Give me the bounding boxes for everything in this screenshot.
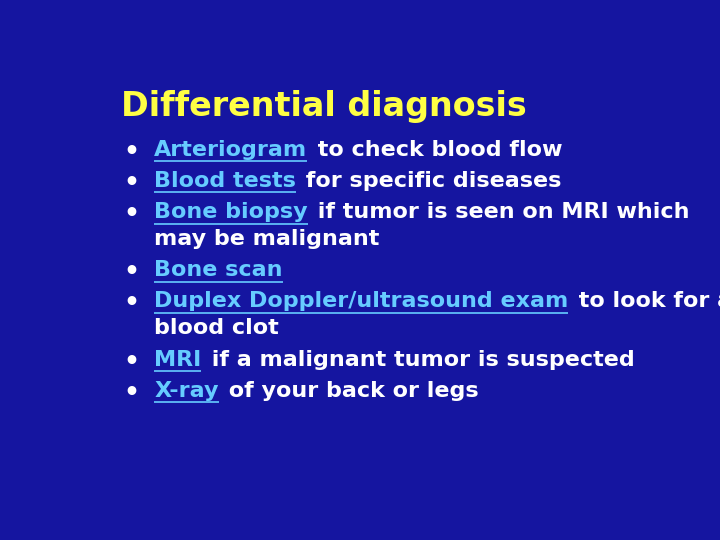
Text: Blood tests: Blood tests <box>154 171 296 191</box>
Text: •: • <box>124 349 140 374</box>
Text: •: • <box>124 202 140 226</box>
Text: blood clot: blood clot <box>154 319 279 339</box>
Text: may be malignant: may be malignant <box>154 229 379 249</box>
Text: Arteriogram: Arteriogram <box>154 140 307 160</box>
Text: Duplex Doppler/ultrasound exam: Duplex Doppler/ultrasound exam <box>154 292 568 312</box>
Text: •: • <box>124 171 140 195</box>
Text: of your back or legs: of your back or legs <box>221 381 479 401</box>
Text: •: • <box>124 260 140 284</box>
Text: •: • <box>124 381 140 405</box>
Text: Differential diagnosis: Differential diagnosis <box>122 90 527 123</box>
Text: for specific diseases: for specific diseases <box>298 171 562 191</box>
Text: if a malignant tumor is suspected: if a malignant tumor is suspected <box>204 349 634 369</box>
Text: MRI: MRI <box>154 349 202 369</box>
Text: X-ray: X-ray <box>154 381 219 401</box>
Text: Bone scan: Bone scan <box>154 260 283 280</box>
Text: •: • <box>124 140 140 164</box>
Text: if tumor is seen on MRI which: if tumor is seen on MRI which <box>310 202 690 222</box>
Text: to check blood flow: to check blood flow <box>310 140 562 160</box>
Text: •: • <box>124 292 140 315</box>
Text: Bone biopsy: Bone biopsy <box>154 202 307 222</box>
Text: to look for a: to look for a <box>571 292 720 312</box>
